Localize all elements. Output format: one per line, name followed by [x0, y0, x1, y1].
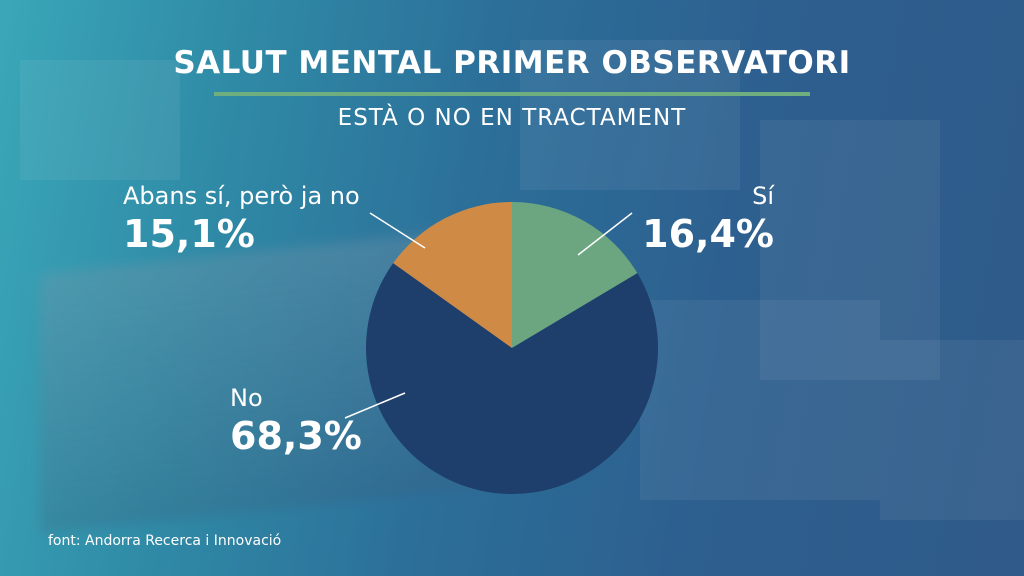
leader-line-abans	[369, 212, 426, 249]
label-abans-value: 15,1%	[123, 212, 255, 256]
label-si-name: Sí	[752, 182, 774, 210]
source-note: font: Andorra Recerca i Innovació	[48, 533, 282, 549]
pie-slices	[366, 202, 658, 495]
leader-line-no	[344, 392, 406, 419]
label-no-name: No	[230, 384, 263, 412]
chart-subtitle: ESTÀ O NO EN TRACTAMENT	[337, 105, 687, 131]
pie-slice-abans	[393, 202, 512, 348]
label-no: No 68,3%	[230, 384, 362, 458]
background-tile	[640, 300, 880, 500]
pie-slice-si	[512, 202, 638, 348]
label-abans: Abans sí, però ja no 15,1%	[123, 182, 360, 256]
pie-slice-no	[366, 263, 658, 495]
title-underline	[214, 92, 810, 96]
background-tile	[880, 340, 1024, 520]
label-si: Sí 16,4%	[642, 182, 774, 256]
label-si-value: 16,4%	[642, 212, 774, 256]
chart-title: SALUT MENTAL PRIMER OBSERVATORI	[173, 45, 851, 81]
leader-lines	[344, 212, 633, 419]
background-tile	[520, 40, 740, 190]
label-no-value: 68,3%	[230, 414, 362, 458]
background-tile	[760, 120, 940, 380]
label-abans-name: Abans sí, però ja no	[123, 182, 360, 210]
background-tile	[20, 60, 180, 180]
leader-line-si	[577, 212, 633, 256]
